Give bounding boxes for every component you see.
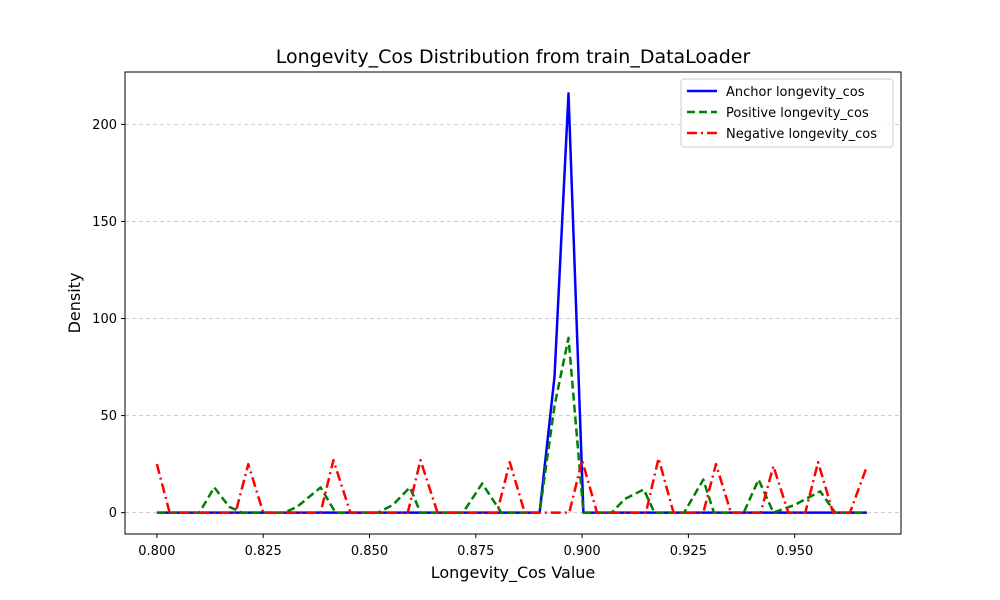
legend-label-negative: Negative longevity_cos (726, 127, 877, 142)
x-tick-label: 0.875 (457, 544, 494, 559)
chart-title: Longevity_Cos Distribution from train_Da… (276, 46, 751, 68)
x-tick-label: 0.950 (776, 544, 813, 559)
plot-frame (124, 71, 902, 535)
y-tick-label: 0 (109, 506, 117, 521)
plot-area (125, 72, 901, 534)
x-tick-label: 0.850 (351, 544, 388, 559)
x-tick-label: 0.825 (245, 544, 282, 559)
y-axis-ticks: 0 50 100 150 200 (92, 118, 125, 521)
legend: Anchor longevity_cos Positive longevity_… (680, 78, 894, 148)
y-axis-title: Density (65, 273, 84, 334)
y-tick-label: 150 (92, 215, 117, 230)
x-tick-label: 0.900 (563, 544, 600, 559)
legend-label-positive: Positive longevity_cos (726, 106, 869, 121)
legend-box (680, 78, 894, 148)
y-tick-label: 50 (100, 409, 117, 424)
x-axis-ticks: 0.800 0.825 0.850 0.875 0.900 0.925 0.950 (138, 534, 813, 559)
x-tick-label: 0.800 (138, 544, 175, 559)
legend-label-anchor: Anchor longevity_cos (726, 85, 865, 100)
y-tick-label: 200 (92, 118, 117, 133)
negative-series-line (155, 457, 869, 514)
y-tick-label: 100 (92, 312, 117, 327)
series-layer (155, 92, 869, 514)
x-tick-label: 0.925 (670, 544, 707, 559)
positive-series-line (156, 336, 867, 514)
x-axis-title: Longevity_Cos Value (431, 563, 596, 583)
